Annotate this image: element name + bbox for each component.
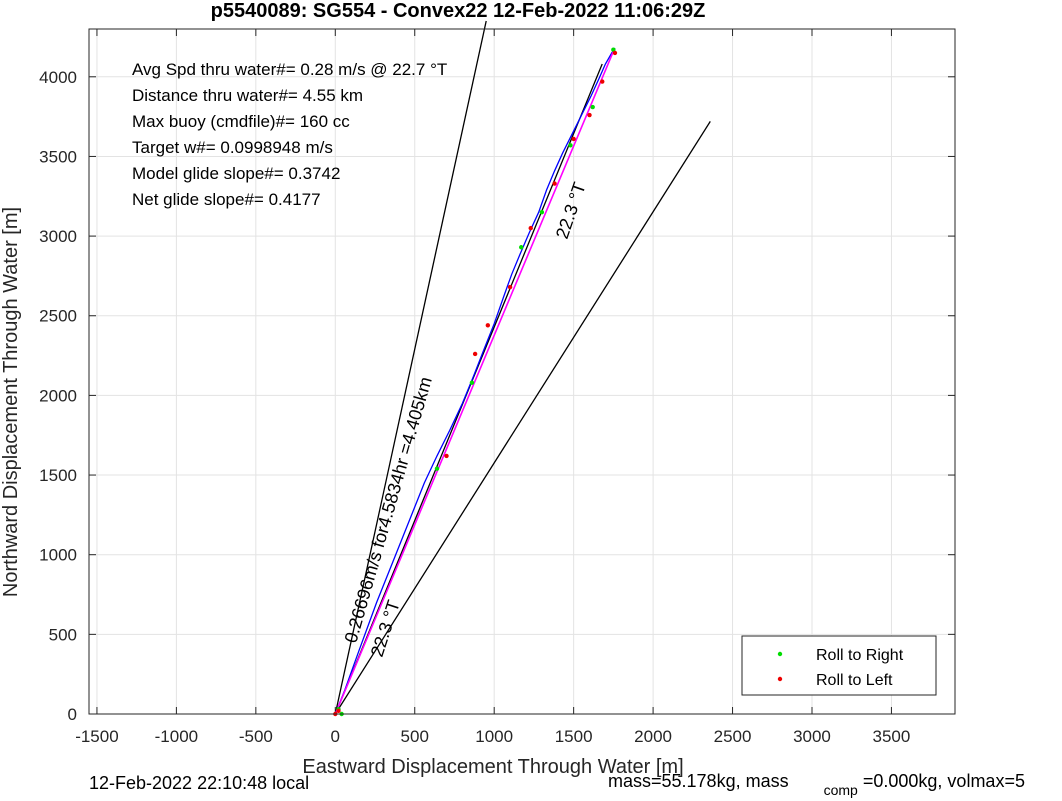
roll-right-point <box>519 245 524 250</box>
footer-mass-suffix: =0.000kg, volmax=5 <box>863 771 1025 791</box>
x-tick-label: 2000 <box>634 727 672 746</box>
roll-left-point <box>587 112 592 118</box>
stats-label: Target w#= <box>132 138 220 157</box>
y-tick-label: 2000 <box>39 386 77 405</box>
ticks: -1500 -1000 -500 0 500 1000 1500 2000 2500 3000 35… <box>39 29 955 746</box>
stats-value: 0.0998948 m/s <box>220 138 332 157</box>
x-tick-label: 1500 <box>555 727 593 746</box>
y-tick-label: 4000 <box>39 68 77 87</box>
legend: Roll to Right Roll to Left <box>741 635 937 696</box>
stats-label: Model glide slope#= <box>132 164 288 183</box>
footer-mass-sub: comp <box>824 782 858 798</box>
roll-right-point <box>434 466 440 471</box>
legend-label-roll-left: Roll to Left <box>816 672 893 689</box>
track-line <box>334 47 616 715</box>
stats-line: Distance thru water#= 4.55 km <box>132 86 363 105</box>
footer-local-time: 12-Feb-2022 22:10:48 local <box>89 773 309 793</box>
stats-line: Max buoy (cmdfile)#= 160 cc <box>132 112 350 131</box>
x-tick-label: 500 <box>401 727 429 746</box>
roll-left-point <box>444 453 449 459</box>
x-axis-label: Eastward Displacement Through Water [m] <box>302 756 683 778</box>
roll-left-point <box>600 79 605 84</box>
fit-line <box>334 50 615 715</box>
x-tick-label: -500 <box>239 727 273 746</box>
x-tick-label: 0 <box>331 727 340 746</box>
stats-value: 0.3742 <box>288 164 340 183</box>
stats-line: Avg Spd thru water#= 0.28 m/s @ 22.7 °T <box>132 60 447 79</box>
stats-value: 0.4177 <box>269 190 321 209</box>
y-tick-label: 3000 <box>39 227 77 246</box>
legend-marker-roll-right <box>777 651 783 657</box>
x-tick-label: -1000 <box>155 727 198 746</box>
stats-line: Target w#= 0.0998948 m/s <box>132 138 333 157</box>
reference-line <box>334 20 487 715</box>
x-tick-label: -1500 <box>75 727 118 746</box>
x-tick-label: 2500 <box>714 727 752 746</box>
stats-label: Distance thru water#= <box>132 86 303 105</box>
stats-value: 0.28 m/s @ 22.7 °T <box>300 60 447 79</box>
footer-mass: mass=55.178kg, mass comp =0.000kg, volma… <box>608 771 1025 799</box>
roll-right-point <box>539 209 545 215</box>
plot-area <box>89 29 955 714</box>
y-tick-label: 2500 <box>39 307 77 326</box>
stats-value: 4.55 km <box>303 86 363 105</box>
reference-line <box>334 121 711 715</box>
legend-marker-roll-left <box>777 676 783 682</box>
stats-label: Avg Spd thru water#= <box>132 60 300 79</box>
series <box>334 47 616 715</box>
roll-right-point <box>568 143 573 148</box>
chart-title: p5540089: SG554 - Convex22 12-Feb-2022 1… <box>211 0 706 22</box>
roll-right-point <box>590 104 595 110</box>
roll-right-point <box>469 380 475 385</box>
y-tick-label: 500 <box>49 625 77 644</box>
stats-block: Avg Spd thru water#= 0.28 m/s @ 22.7 °T D… <box>132 60 447 209</box>
x-tick-label: 3500 <box>873 727 911 746</box>
roll-left-point <box>552 181 557 186</box>
roll-left-point <box>336 708 341 714</box>
x-tick-label: 1000 <box>475 727 513 746</box>
roll-left-point <box>571 136 576 142</box>
stats-value: 160 cc <box>300 112 351 131</box>
legend-box <box>741 635 937 696</box>
footer-mass-prefix: mass=55.178kg, mass <box>608 771 789 791</box>
roll-left-point <box>612 50 618 56</box>
roll-points <box>333 47 618 717</box>
y-tick-label: 1500 <box>39 466 77 485</box>
roll-left-point <box>528 225 533 231</box>
stats-label: Max buoy (cmdfile)#= <box>132 112 300 131</box>
roll-left-point <box>507 284 513 290</box>
roll-left-point <box>472 351 478 357</box>
stats-label: Net glide slope#= <box>132 190 269 209</box>
roll-left-point <box>485 323 491 328</box>
y-axis-label: Northward Displacement Through Water [m] <box>0 207 22 597</box>
y-tick-label: 1000 <box>39 546 77 565</box>
y-tick-label: 3500 <box>39 147 77 166</box>
x-tick-label: 3000 <box>793 727 831 746</box>
y-tick-label: 0 <box>68 705 77 724</box>
stats-line: Model glide slope#= 0.3742 <box>132 164 340 183</box>
plot-frame <box>88 28 956 715</box>
legend-label-roll-right: Roll to Right <box>816 647 904 664</box>
stats-line: Net glide slope#= 0.4177 <box>132 190 321 209</box>
